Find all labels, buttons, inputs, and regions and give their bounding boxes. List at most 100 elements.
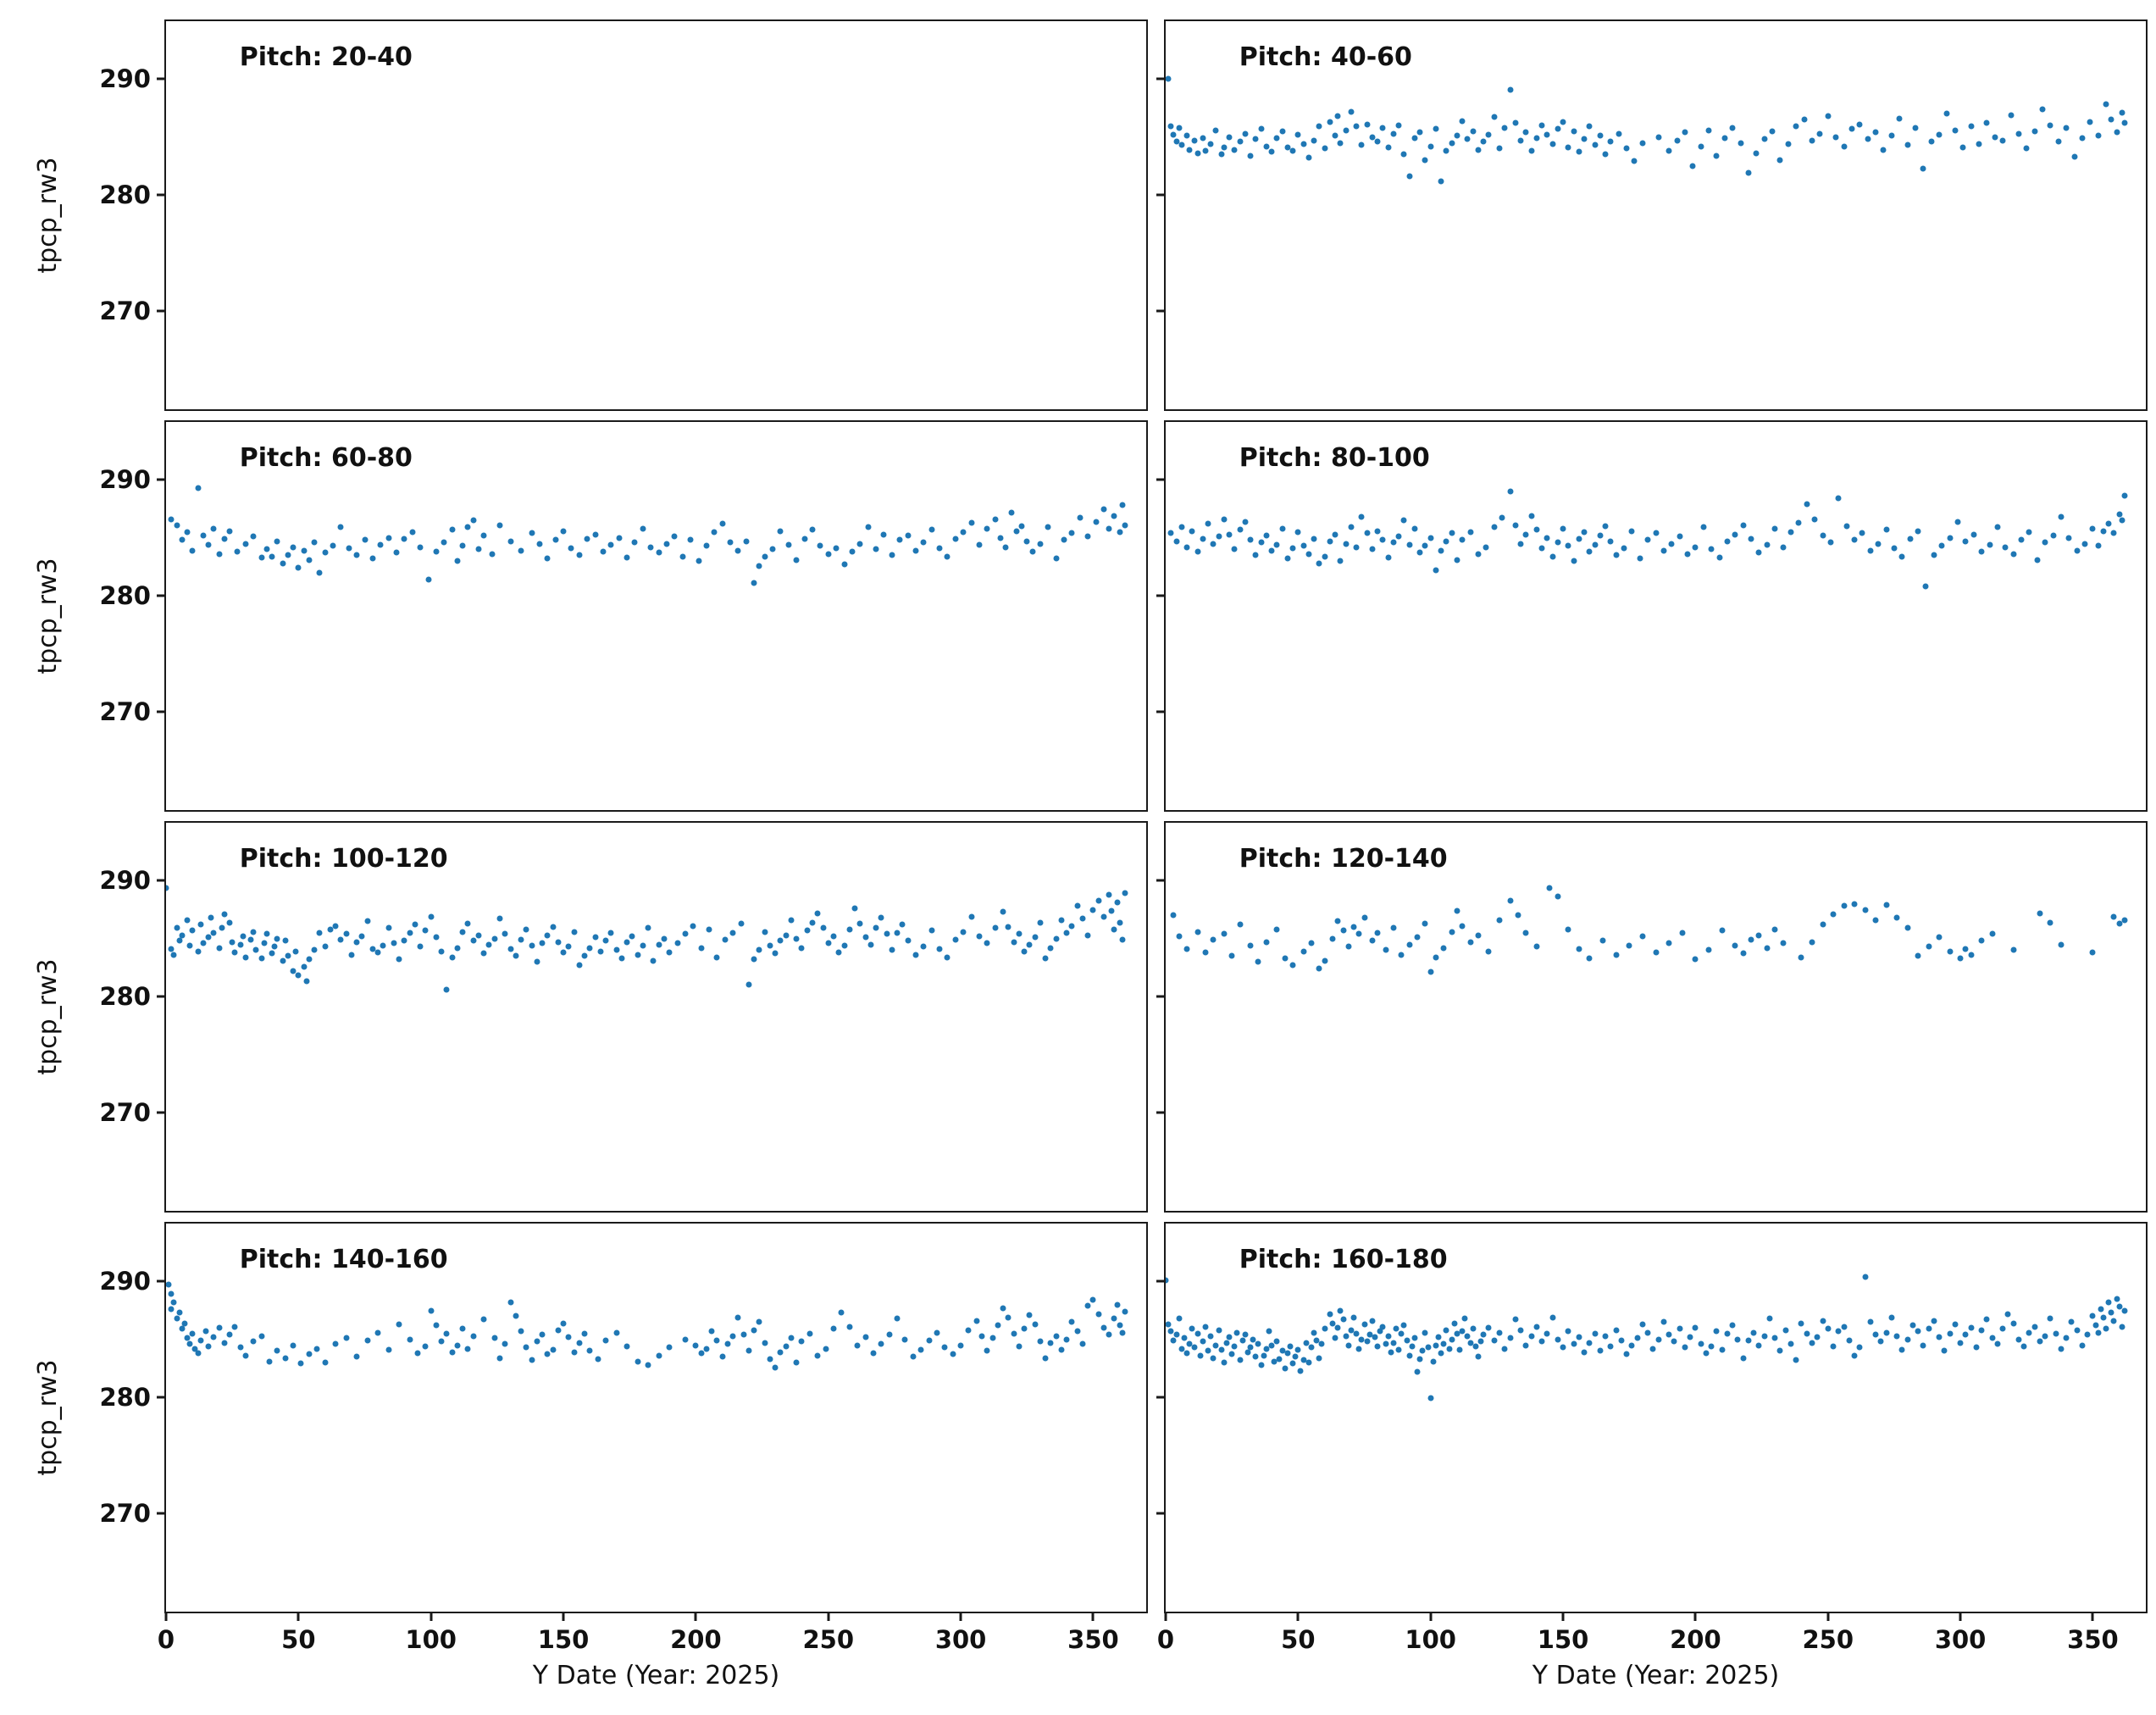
- data-point: [523, 926, 529, 933]
- data-point: [1809, 137, 1815, 144]
- data-point: [1364, 121, 1371, 128]
- data-point: [1181, 1335, 1188, 1341]
- data-point: [1355, 1346, 1362, 1352]
- data-point: [2026, 1329, 2032, 1335]
- data-point: [1300, 1357, 1307, 1363]
- data-point: [814, 910, 821, 917]
- data-point: [1983, 119, 1990, 126]
- data-point: [1435, 1334, 1442, 1340]
- data-point: [186, 1340, 193, 1347]
- data-point: [1026, 1312, 1033, 1318]
- data-point: [491, 1335, 498, 1341]
- data-point: [1581, 1349, 1588, 1356]
- data-point: [1522, 930, 1529, 936]
- data-point: [1738, 140, 1744, 147]
- data-point: [674, 940, 681, 946]
- data-point: [179, 1325, 186, 1332]
- data-point: [624, 554, 630, 561]
- data-point: [539, 1331, 546, 1338]
- data-point: [2121, 492, 2128, 499]
- data-point: [841, 561, 848, 568]
- data-point: [793, 557, 800, 563]
- data-point: [513, 1313, 519, 1319]
- data-point: [507, 1299, 513, 1306]
- data-point: [280, 957, 286, 964]
- data-point: [529, 1357, 535, 1363]
- data-point: [613, 1329, 620, 1335]
- data-point: [1390, 130, 1397, 137]
- data-point: [358, 933, 365, 940]
- data-point: [1978, 1327, 1985, 1334]
- data-point: [2116, 920, 2123, 927]
- data-point: [1266, 1328, 1272, 1335]
- data-point: [777, 937, 784, 944]
- data-point: [1053, 935, 1060, 942]
- data-point: [762, 553, 768, 560]
- data-point: [1793, 123, 1799, 130]
- data-point: [1832, 134, 1839, 141]
- data-point: [396, 956, 402, 963]
- data-point: [1865, 136, 1871, 142]
- data-point: [1719, 1346, 1726, 1353]
- data-point: [656, 549, 662, 556]
- data-point: [1226, 134, 1233, 141]
- data-point: [1962, 946, 1969, 952]
- data-point: [464, 524, 471, 530]
- data-point: [777, 1349, 784, 1356]
- data-point: [200, 940, 207, 946]
- data-point: [1425, 1344, 1432, 1351]
- data-point: [401, 536, 407, 542]
- data-point: [2103, 101, 2109, 108]
- data-point: [1962, 538, 1969, 545]
- data-point: [1472, 1343, 1479, 1350]
- data-point: [960, 929, 967, 935]
- data-point: [1197, 1352, 1204, 1359]
- data-point: [1565, 1328, 1571, 1335]
- data-point: [1740, 1355, 1747, 1362]
- data-point: [600, 548, 607, 555]
- data-point: [459, 929, 466, 935]
- data-point: [1565, 542, 1571, 549]
- data-point: [1581, 136, 1588, 142]
- data-point: [391, 940, 397, 946]
- data-point: [1422, 1329, 1428, 1335]
- data-point: [285, 552, 291, 558]
- x-tick-label: 0: [157, 1625, 175, 1654]
- data-point: [1780, 940, 1787, 946]
- data-point: [934, 1329, 940, 1335]
- data-point: [1292, 1353, 1299, 1360]
- data-point: [1364, 530, 1371, 536]
- data-point: [878, 1340, 884, 1347]
- data-point: [1406, 541, 1413, 548]
- data-point: [374, 949, 381, 956]
- data-point: [984, 940, 990, 946]
- data-point: [2018, 536, 2025, 543]
- data-point: [1769, 128, 1776, 135]
- data-point: [1398, 1330, 1405, 1337]
- data-point: [1764, 541, 1771, 548]
- data-point: [1308, 1344, 1315, 1351]
- data-point: [1084, 1302, 1091, 1309]
- data-point: [1621, 545, 1627, 552]
- data-point: [301, 547, 308, 554]
- data-point: [174, 924, 180, 931]
- data-point: [1665, 940, 1672, 946]
- data-point: [433, 1322, 440, 1329]
- data-point: [332, 923, 339, 930]
- y-tick-mark: [1156, 1111, 1166, 1114]
- data-point: [1279, 525, 1286, 532]
- data-point: [820, 924, 826, 931]
- data-point: [1361, 1321, 1368, 1328]
- data-point: [210, 525, 217, 532]
- data-point: [1576, 536, 1582, 542]
- data-point: [2089, 1313, 2096, 1319]
- data-point: [385, 535, 392, 541]
- data-point: [785, 541, 792, 548]
- y-tick-label: 290: [99, 1267, 151, 1296]
- data-point: [894, 930, 901, 936]
- data-point: [385, 1346, 392, 1353]
- data-point: [1189, 1325, 1195, 1332]
- data-point: [729, 930, 736, 936]
- data-point: [364, 1337, 371, 1344]
- data-point: [1212, 127, 1219, 133]
